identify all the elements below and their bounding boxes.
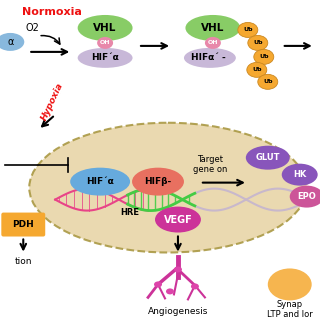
Ellipse shape	[155, 207, 201, 233]
Text: HK: HK	[293, 170, 306, 179]
FancyBboxPatch shape	[1, 212, 45, 236]
Text: O2: O2	[25, 23, 39, 33]
Ellipse shape	[29, 123, 307, 252]
Text: Ub: Ub	[252, 67, 261, 72]
Text: Ub: Ub	[259, 54, 268, 60]
Ellipse shape	[70, 168, 130, 196]
Ellipse shape	[184, 48, 236, 68]
Ellipse shape	[186, 15, 240, 41]
Ellipse shape	[166, 288, 174, 294]
Ellipse shape	[248, 36, 268, 50]
Ellipse shape	[78, 48, 132, 68]
Text: HIF´α: HIF´α	[91, 53, 119, 62]
Ellipse shape	[97, 37, 113, 49]
Ellipse shape	[268, 268, 312, 300]
Ellipse shape	[154, 281, 162, 287]
Text: LTP and lor: LTP and lor	[267, 310, 313, 319]
Ellipse shape	[282, 164, 318, 186]
Ellipse shape	[258, 74, 278, 89]
Text: VHL: VHL	[201, 23, 225, 33]
Text: PDH: PDH	[12, 220, 34, 229]
Text: HIFα´ -: HIFα´ -	[190, 53, 225, 62]
Ellipse shape	[174, 267, 182, 272]
Text: Ub: Ub	[253, 40, 262, 45]
Ellipse shape	[254, 49, 274, 64]
Text: Target
gene on: Target gene on	[193, 155, 227, 174]
Ellipse shape	[290, 186, 320, 208]
Text: Hypoxia: Hypoxia	[39, 81, 65, 122]
Ellipse shape	[132, 168, 184, 196]
Text: OH: OH	[100, 40, 110, 45]
Text: Ub: Ub	[243, 28, 252, 32]
Ellipse shape	[191, 284, 199, 289]
Text: HIFβ-: HIFβ-	[144, 177, 172, 186]
Ellipse shape	[0, 33, 24, 51]
Text: Ub: Ub	[263, 79, 273, 84]
Text: GLUT: GLUT	[256, 153, 280, 162]
Text: HRE: HRE	[121, 208, 140, 217]
Text: Angiogenesis: Angiogenesis	[148, 307, 208, 316]
Text: VEGF: VEGF	[164, 214, 192, 225]
Text: Synap: Synap	[277, 300, 303, 309]
Text: EPO: EPO	[297, 192, 316, 201]
Ellipse shape	[205, 37, 221, 49]
Text: tion: tion	[14, 257, 32, 266]
Ellipse shape	[78, 15, 132, 41]
Ellipse shape	[246, 146, 290, 170]
Ellipse shape	[238, 22, 258, 37]
Text: Normoxia: Normoxia	[22, 7, 82, 17]
Text: α: α	[7, 37, 13, 47]
Text: VHL: VHL	[93, 23, 117, 33]
Text: HIF´α: HIF´α	[86, 177, 114, 186]
Text: OH: OH	[208, 40, 218, 45]
Ellipse shape	[247, 62, 267, 77]
